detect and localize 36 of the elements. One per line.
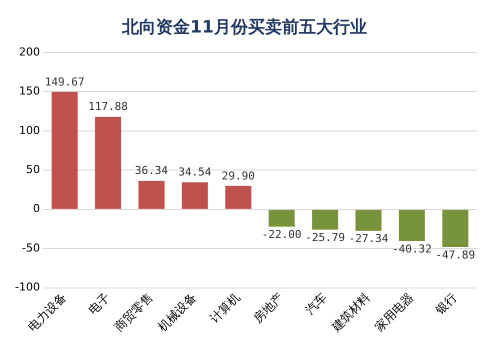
bar (52, 92, 78, 209)
bar (95, 116, 122, 209)
bar (225, 186, 252, 209)
y-tick-label: 0 (32, 202, 40, 216)
x-tick-label: 银行 (432, 290, 460, 318)
x-tick-label: 商贸零售 (112, 290, 156, 334)
x-tick-label: 计算机 (207, 290, 243, 326)
x-tick-label: 电子 (86, 290, 112, 318)
data-label: -27.34 (348, 232, 389, 246)
y-tick-label: 200 (18, 45, 40, 58)
x-tick-label: 机械设备 (155, 290, 200, 334)
data-label: 29.90 (222, 169, 255, 182)
y-tick-label: 100 (18, 124, 40, 137)
chart-title: 北向资金11月份买卖前五大行业 (121, 18, 367, 38)
bar (138, 180, 164, 209)
data-label: 149.67 (44, 75, 85, 88)
data-label: 34.54 (178, 166, 212, 179)
bar (268, 210, 295, 227)
x-tick-label: 家用电器 (372, 290, 416, 334)
data-label: -22.00 (262, 228, 302, 242)
y-tick-label: 50 (26, 163, 40, 176)
data-label: -40.32 (392, 242, 432, 256)
bar (182, 182, 208, 209)
data-label: 117.88 (88, 100, 128, 114)
data-label: -47.89 (435, 248, 476, 262)
data-label: 36.34 (134, 164, 168, 178)
bar (398, 210, 425, 242)
x-tick-label: 汽车 (302, 290, 330, 318)
y-tick-label: 150 (18, 84, 40, 98)
x-tick-label: 建筑材料 (328, 290, 373, 335)
bar (355, 210, 382, 231)
bar (442, 210, 468, 247)
data-label: -25.79 (305, 230, 345, 244)
bar (312, 210, 338, 230)
y-tick-label: -50 (22, 241, 40, 254)
x-tick-label: 房地产 (250, 290, 286, 326)
